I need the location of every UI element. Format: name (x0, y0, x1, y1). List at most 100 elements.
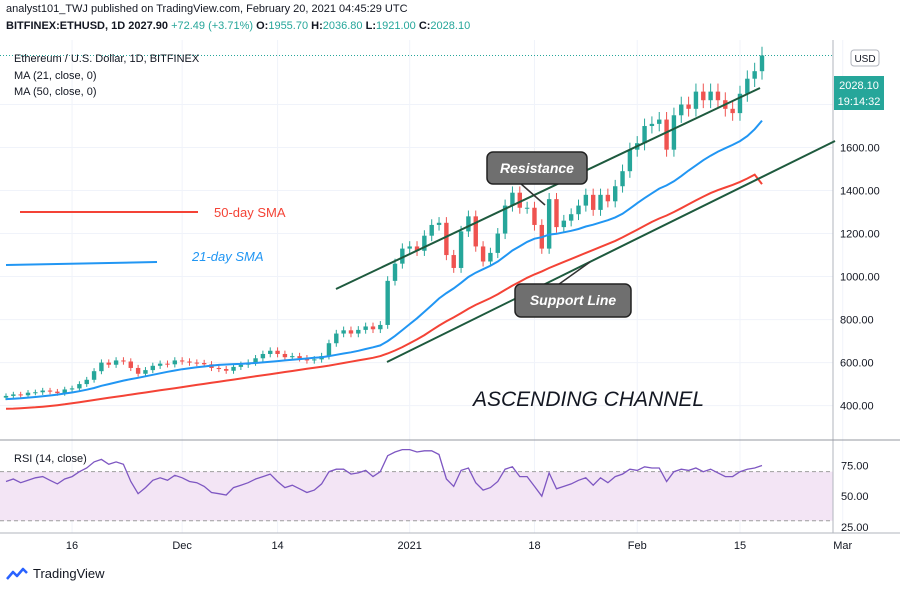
candle[interactable] (561, 214, 567, 233)
candle[interactable] (429, 219, 434, 242)
candle[interactable] (385, 276, 390, 329)
candle[interactable] (642, 118, 647, 151)
candle[interactable] (18, 391, 23, 398)
candle[interactable] (708, 83, 713, 109)
support-line[interactable] (386, 140, 836, 363)
candle[interactable] (260, 350, 266, 362)
resistance-line[interactable] (335, 87, 761, 290)
support-callout[interactable] (514, 283, 632, 318)
candle[interactable] (25, 390, 31, 398)
price-pane[interactable] (0, 46, 833, 410)
candle[interactable] (194, 359, 200, 367)
ma50-line[interactable] (5, 173, 763, 410)
candle[interactable] (679, 96, 684, 123)
candle[interactable] (605, 188, 611, 208)
candle[interactable] (91, 368, 97, 383)
candle[interactable] (407, 241, 412, 254)
candle[interactable] (458, 225, 464, 273)
candle[interactable] (436, 217, 442, 231)
candle[interactable] (84, 376, 89, 387)
candle[interactable] (613, 179, 618, 208)
candle[interactable] (341, 326, 346, 338)
candle[interactable] (378, 321, 383, 334)
candle[interactable] (69, 385, 75, 393)
candle[interactable] (422, 230, 427, 256)
candle[interactable] (47, 387, 53, 395)
candle[interactable] (583, 188, 589, 212)
candle[interactable] (480, 241, 486, 267)
candle[interactable] (356, 326, 361, 338)
candle[interactable] (99, 359, 104, 375)
candle[interactable] (730, 101, 735, 121)
candle[interactable] (657, 112, 662, 132)
candle[interactable] (473, 210, 478, 252)
candle[interactable] (33, 389, 38, 396)
candle[interactable] (576, 199, 581, 221)
candle[interactable] (693, 83, 699, 117)
candle[interactable] (370, 322, 376, 334)
candle[interactable] (77, 381, 82, 392)
candle[interactable] (121, 357, 126, 365)
candle[interactable] (495, 228, 500, 259)
candle[interactable] (517, 186, 522, 214)
candle[interactable] (150, 362, 155, 374)
candle[interactable] (701, 83, 706, 109)
candle[interactable] (128, 358, 133, 372)
candle[interactable] (466, 210, 471, 237)
rsi-pane[interactable] (0, 448, 833, 522)
candle[interactable] (759, 46, 765, 80)
annotations[interactable]: Resistance Support Line 50-day SMA 21-da… (5, 87, 836, 411)
footer-brand[interactable]: TradingView (6, 566, 105, 581)
candle[interactable] (216, 364, 222, 373)
candle[interactable] (157, 360, 163, 369)
candle[interactable] (686, 96, 691, 117)
candle[interactable] (546, 193, 552, 254)
candle[interactable] (363, 322, 368, 334)
candle[interactable] (11, 391, 16, 399)
candle[interactable] (649, 116, 655, 134)
candle[interactable] (275, 347, 280, 358)
currency-button[interactable] (850, 49, 880, 67)
candle[interactable] (268, 347, 273, 358)
candle[interactable] (568, 208, 574, 227)
candle[interactable] (532, 201, 537, 231)
candle[interactable] (187, 358, 192, 366)
candle[interactable] (598, 188, 603, 216)
candle[interactable] (172, 357, 178, 368)
candle[interactable] (671, 107, 677, 157)
candle[interactable] (135, 364, 141, 377)
candle[interactable] (502, 199, 508, 240)
candle[interactable] (752, 62, 757, 88)
candle[interactable] (590, 188, 596, 216)
candle[interactable] (510, 186, 515, 212)
candle[interactable] (334, 329, 339, 347)
candle[interactable] (165, 360, 170, 368)
candle[interactable] (444, 217, 449, 261)
candle[interactable] (113, 357, 119, 368)
candle[interactable] (627, 142, 633, 178)
candle[interactable] (282, 350, 288, 361)
candle[interactable] (451, 249, 456, 273)
candle[interactable] (488, 247, 493, 267)
ma21-line[interactable] (5, 119, 763, 401)
candle[interactable] (620, 164, 625, 193)
candle[interactable] (231, 363, 236, 374)
candle[interactable] (253, 355, 258, 366)
candle[interactable] (143, 367, 148, 377)
candle[interactable] (737, 85, 743, 121)
rsi-line[interactable] (5, 448, 763, 498)
candle[interactable] (524, 201, 530, 214)
candle[interactable] (392, 258, 398, 286)
candle[interactable] (664, 112, 669, 157)
candle[interactable] (179, 357, 185, 365)
candle[interactable] (715, 83, 721, 109)
candle[interactable] (106, 359, 111, 368)
candle[interactable] (745, 70, 750, 102)
candle[interactable] (400, 243, 405, 269)
candle[interactable] (414, 241, 420, 256)
candle[interactable] (348, 326, 354, 338)
candle[interactable] (554, 193, 559, 233)
candle[interactable] (40, 387, 45, 395)
resistance-callout[interactable] (486, 151, 588, 185)
